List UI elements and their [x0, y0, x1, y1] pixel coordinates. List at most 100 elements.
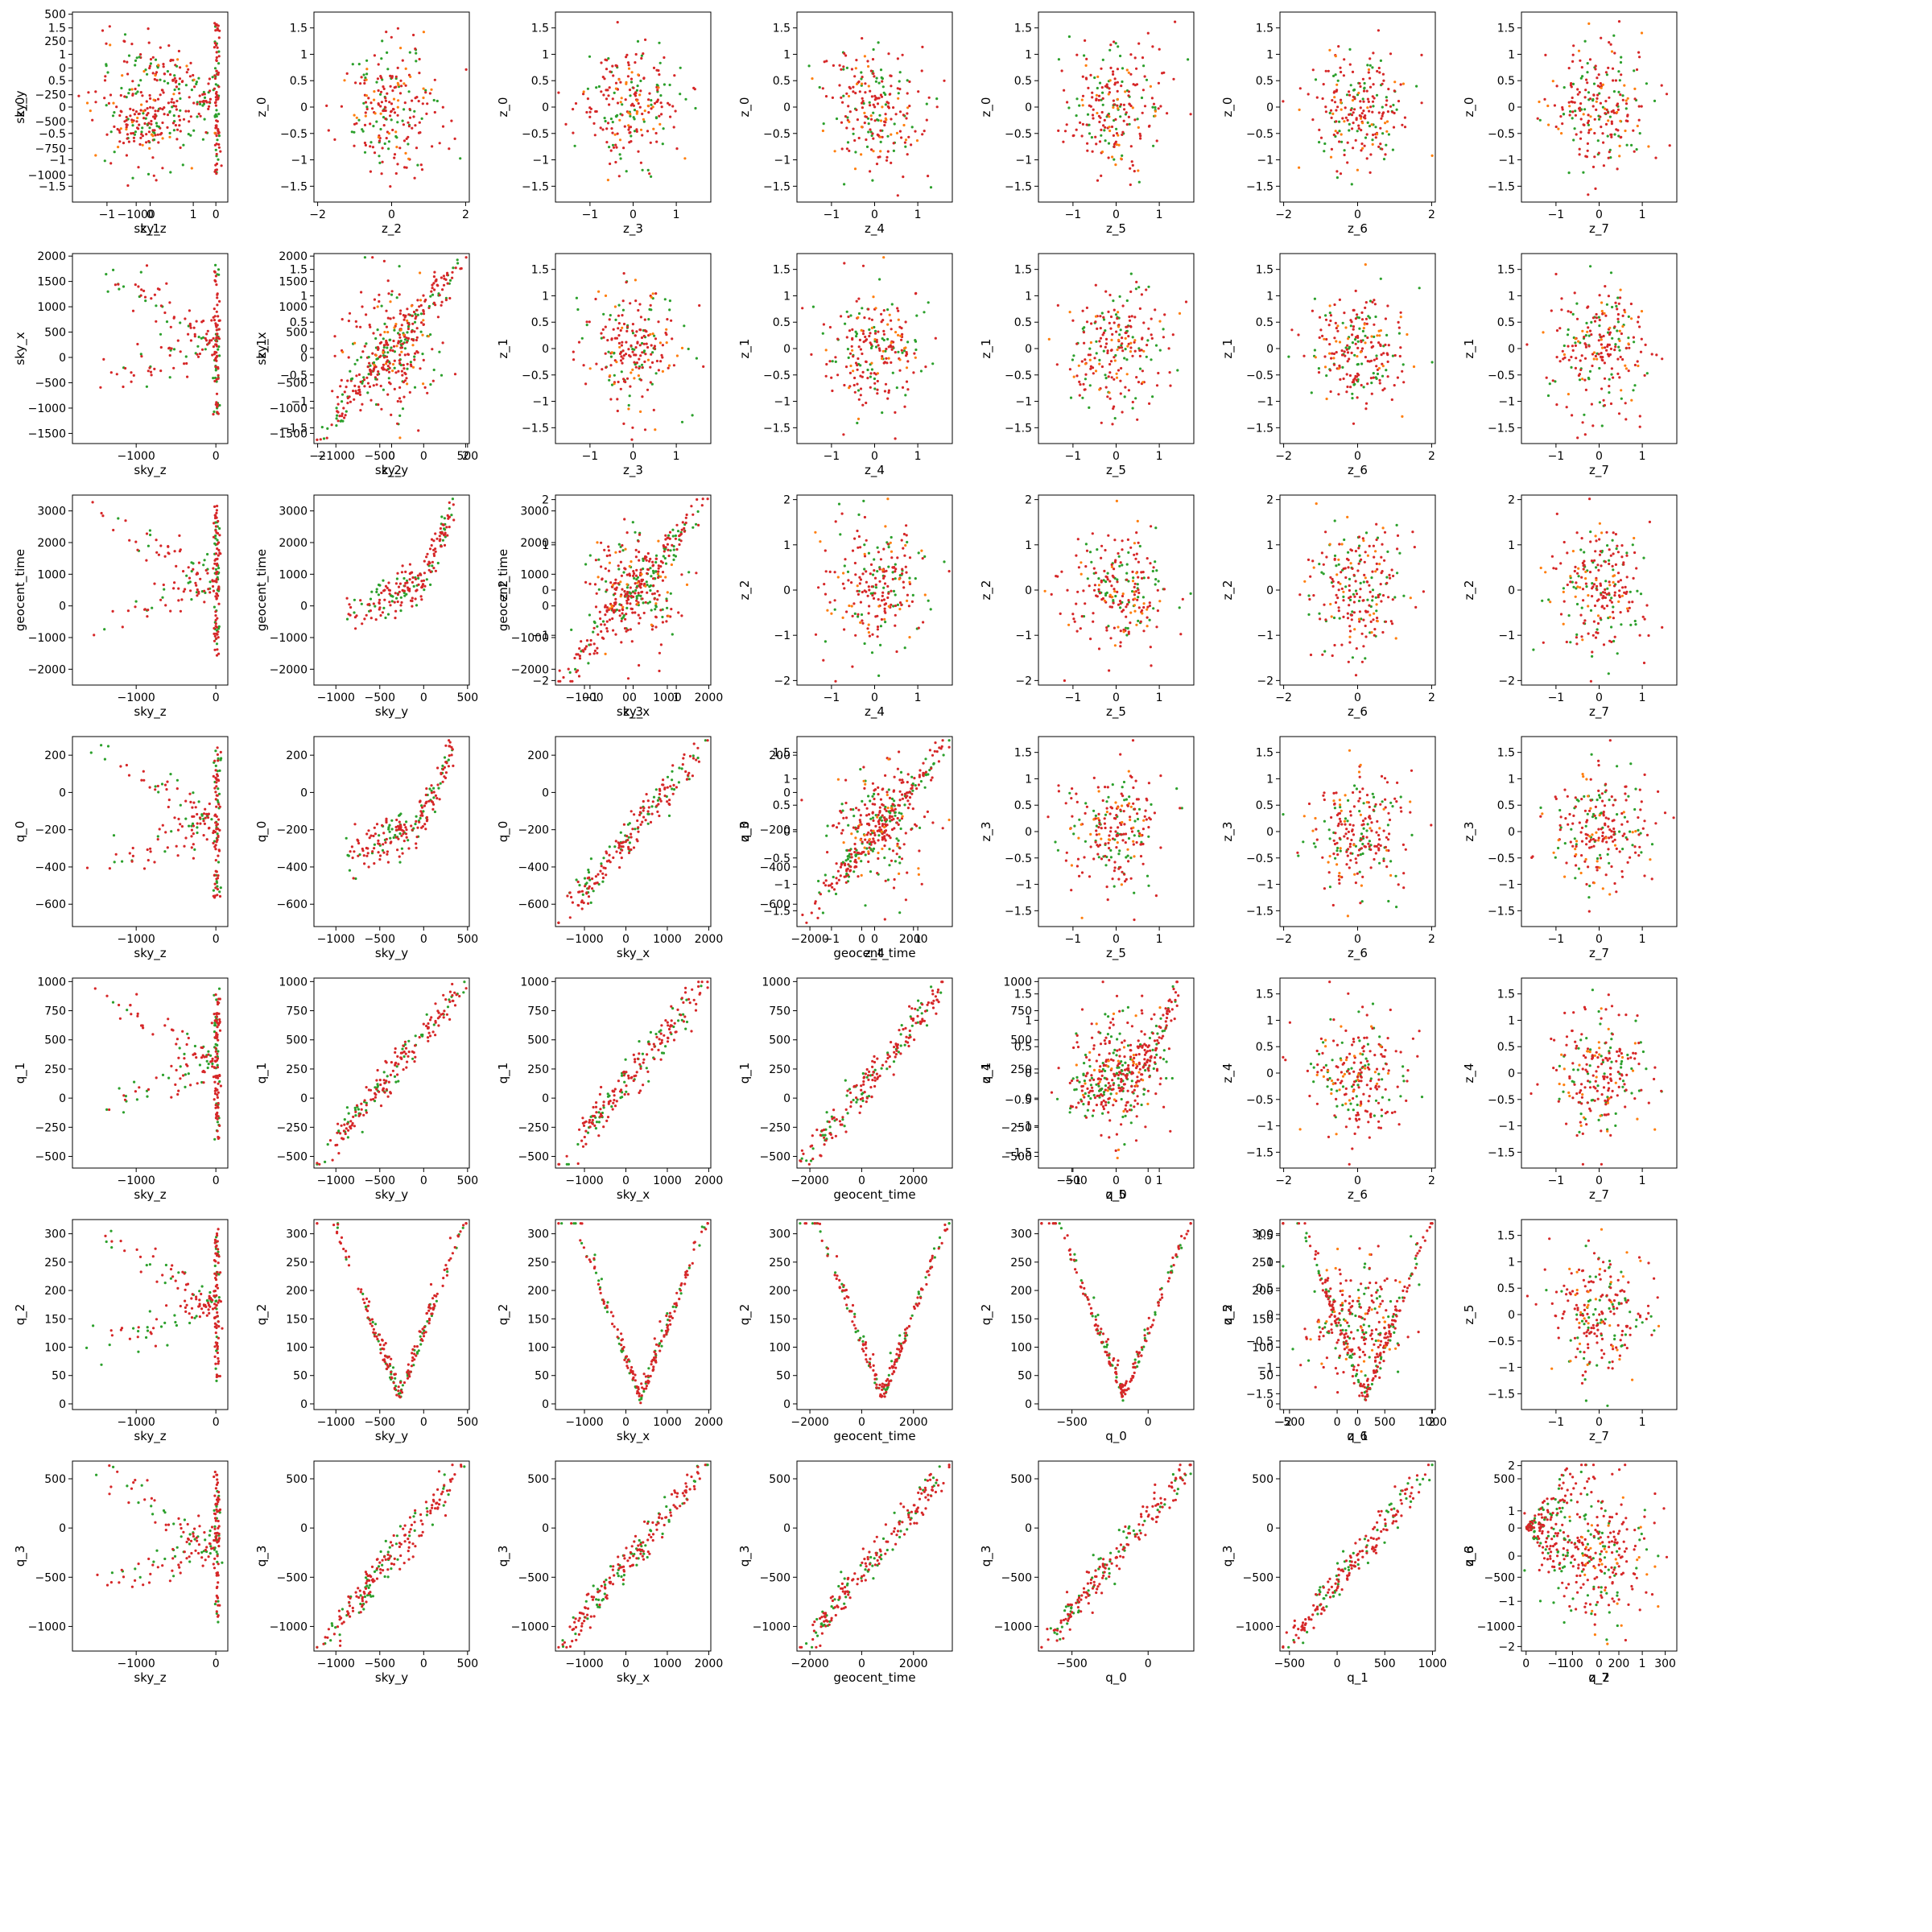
- scatter-point-red: [646, 810, 650, 813]
- scatter-point-red: [1107, 1111, 1110, 1114]
- scatter-point-red: [154, 788, 157, 791]
- scatter-point-green: [371, 1320, 374, 1324]
- scatter-point-green: [213, 1603, 217, 1606]
- scatter-point-green: [373, 1570, 377, 1573]
- scatter-point-red: [353, 850, 356, 853]
- scatter-point-red: [445, 762, 448, 765]
- scatter-point-red: [200, 1056, 204, 1059]
- scatter-point-red: [683, 753, 686, 757]
- scatter-point-red: [633, 572, 636, 576]
- y-tick-label: 0: [300, 786, 308, 799]
- scatter-point-red: [585, 892, 588, 895]
- scatter-point-green: [425, 1507, 428, 1510]
- scatter-point-red: [215, 23, 218, 26]
- scatter-point-red: [599, 1113, 603, 1116]
- scatter-point-red: [420, 580, 423, 583]
- scatter-point-green: [442, 1487, 445, 1490]
- scatter-point-red: [692, 742, 696, 745]
- scatter-point-red: [217, 24, 220, 27]
- scatter-point-green: [565, 1162, 568, 1166]
- scatter-point-red: [217, 1248, 220, 1251]
- scatter-point-red: [365, 1297, 369, 1300]
- scatter-point-red: [215, 1113, 218, 1116]
- scatter-point-red: [407, 1051, 411, 1054]
- scatter-point-red: [692, 998, 696, 1001]
- scatter-point-red: [217, 315, 220, 318]
- scatter-point-red: [1335, 1318, 1339, 1321]
- scatter-point-red: [1340, 1329, 1343, 1332]
- scatter-point-red: [935, 750, 939, 753]
- scatter-point-red: [877, 1386, 881, 1389]
- scatter-point-red: [862, 1083, 865, 1086]
- scatter-point-green: [443, 517, 447, 520]
- scatter-point-red: [211, 1307, 215, 1311]
- scatter-point-red: [681, 763, 684, 766]
- scatter-point-green: [148, 1263, 151, 1266]
- scatter-point-green: [1304, 1236, 1307, 1240]
- scatter-point-green: [1087, 1094, 1090, 1098]
- scatter-point-red: [642, 809, 645, 812]
- scatter-point-red: [1162, 1034, 1165, 1038]
- scatter-point-red: [448, 754, 451, 758]
- scatter-point-red: [410, 824, 413, 828]
- x-axis-label: sky_y: [375, 704, 408, 720]
- scatter-point-red: [384, 1355, 387, 1358]
- scatter-point-red: [613, 592, 617, 596]
- scatter-point-red: [906, 799, 910, 803]
- scatter-point-red: [212, 535, 216, 539]
- scatter-point-red: [599, 617, 602, 621]
- scatter-point-red: [215, 777, 218, 781]
- y-tick-label: 500: [1010, 1034, 1032, 1047]
- scatter-point-green: [654, 554, 658, 557]
- scatter-point-green: [397, 1080, 400, 1083]
- scatter-point-green: [1105, 1345, 1108, 1348]
- scatter-point-red: [174, 1279, 177, 1282]
- scatter-point-red: [210, 1022, 213, 1025]
- scatter-point-red: [843, 1289, 846, 1292]
- x-tick-label: 0: [420, 691, 427, 704]
- scatter-point-green: [341, 400, 344, 403]
- scatter-point-green: [175, 1546, 179, 1549]
- scatter-point-green: [393, 328, 396, 332]
- scatter-point-red: [139, 1270, 142, 1274]
- scatter-point-red: [1140, 1346, 1143, 1349]
- scatter-point-red: [365, 832, 369, 836]
- scatter-point-red: [883, 807, 886, 811]
- scatter-point-red: [213, 1098, 216, 1101]
- scatter-point-red: [205, 1314, 208, 1317]
- scatter-point-red: [559, 679, 562, 683]
- scatter-point-green: [105, 1108, 109, 1111]
- scatter-point-red: [173, 76, 176, 80]
- scatter-point-red: [444, 744, 448, 747]
- scatter-point-green: [369, 1595, 373, 1598]
- scatter-point-green: [1180, 1246, 1183, 1249]
- scatter-point-green: [928, 769, 931, 772]
- scatter-point-green: [1117, 1066, 1121, 1069]
- y-tick-label: −2000: [511, 663, 549, 676]
- scatter-point-red: [428, 1034, 432, 1038]
- scatter-point-red: [834, 1134, 837, 1137]
- scatter-point-red: [594, 1105, 598, 1108]
- scatter-point-green: [358, 853, 361, 857]
- y-tick-label: 200: [769, 749, 791, 762]
- scatter-point-green: [200, 1550, 204, 1554]
- scatter-point-red: [142, 1583, 145, 1587]
- scatter-point-red: [464, 1222, 468, 1225]
- x-tick-label: −1000: [317, 1416, 355, 1429]
- x-tick-label: 0: [420, 1416, 427, 1429]
- scatter-point-red: [1088, 1302, 1091, 1306]
- scatter-point-red: [347, 613, 350, 616]
- scatter-point-green: [214, 1024, 217, 1027]
- scatter-point-green: [353, 1106, 357, 1109]
- scatter-point-red: [316, 1222, 319, 1225]
- scatter-point-red: [215, 1294, 218, 1297]
- scatter-point-red: [598, 1287, 601, 1291]
- scatter-point-green: [123, 33, 127, 36]
- scatter-point-red: [374, 832, 377, 836]
- scatter-point-red: [427, 1039, 430, 1042]
- scatter-point-green: [148, 1310, 151, 1313]
- scatter-point-green: [442, 1504, 445, 1507]
- scatter-point-green: [576, 1142, 580, 1146]
- scatter-point-red: [898, 804, 902, 807]
- scatter-point-red: [367, 865, 370, 869]
